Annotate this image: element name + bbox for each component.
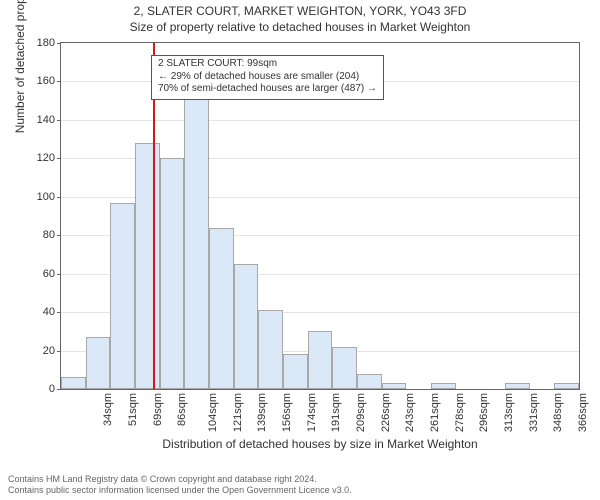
x-tick-label: 261sqm — [429, 393, 441, 432]
y-tick-label: 80 — [43, 229, 55, 241]
annotation-line-2: ← 29% of detached houses are smaller (20… — [158, 71, 377, 84]
bar — [135, 143, 160, 389]
annotation-line-1: 2 SLATER COURT: 99sqm — [158, 58, 377, 71]
bar — [160, 158, 185, 389]
attribution-text: Contains HM Land Registry data © Crown c… — [8, 474, 352, 496]
x-tick-label: 104sqm — [207, 393, 219, 432]
bar — [61, 377, 86, 389]
x-tick-label: 366sqm — [577, 393, 589, 432]
chart-container: 2, SLATER COURT, MARKET WEIGHTON, YORK, … — [0, 0, 600, 500]
x-tick-label: 86sqm — [176, 393, 188, 426]
y-axis-title: Number of detached properties — [13, 0, 27, 133]
bar — [234, 264, 259, 389]
bar — [332, 347, 357, 389]
x-tick-label: 243sqm — [404, 393, 416, 432]
bar — [209, 228, 234, 389]
bar — [283, 354, 308, 389]
x-tick-label: 313sqm — [503, 393, 515, 432]
bar — [110, 203, 135, 389]
plot-area: 2 SLATER COURT: 99sqm ← 29% of detached … — [60, 42, 580, 390]
y-tick-mark — [57, 274, 61, 275]
x-tick-label: 226sqm — [380, 393, 392, 432]
y-tick-label: 0 — [49, 383, 55, 395]
y-tick-label: 60 — [43, 268, 55, 280]
bar — [505, 383, 530, 389]
y-tick-mark — [57, 197, 61, 198]
y-tick-mark — [57, 312, 61, 313]
y-tick-mark — [57, 120, 61, 121]
y-tick-label: 120 — [37, 152, 55, 164]
bar — [308, 331, 333, 389]
x-tick-label: 139sqm — [256, 393, 268, 432]
chart-title: 2, SLATER COURT, MARKET WEIGHTON, YORK, … — [0, 4, 600, 18]
y-tick-label: 180 — [37, 37, 55, 49]
attribution-line-1: Contains HM Land Registry data © Crown c… — [8, 474, 352, 485]
bar — [86, 337, 111, 389]
y-tick-label: 20 — [43, 345, 55, 357]
x-tick-label: 121sqm — [232, 393, 244, 432]
bar — [184, 85, 209, 389]
y-tick-label: 160 — [37, 75, 55, 87]
y-tick-label: 40 — [43, 306, 55, 318]
x-tick-label: 296sqm — [478, 393, 490, 432]
x-tick-label: 209sqm — [355, 393, 367, 432]
bar — [258, 310, 283, 389]
x-tick-label: 331sqm — [528, 393, 540, 432]
bar — [554, 383, 579, 389]
x-tick-label: 278sqm — [454, 393, 466, 432]
x-tick-label: 34sqm — [102, 393, 114, 426]
y-tick-mark — [57, 351, 61, 352]
y-tick-mark — [57, 43, 61, 44]
x-tick-label: 156sqm — [281, 393, 293, 432]
x-tick-label: 51sqm — [127, 393, 139, 426]
y-tick-label: 100 — [37, 191, 55, 203]
chart-subtitle: Size of property relative to detached ho… — [0, 20, 600, 34]
annotation-box: 2 SLATER COURT: 99sqm ← 29% of detached … — [151, 55, 384, 100]
y-tick-mark — [57, 235, 61, 236]
bar — [431, 383, 456, 389]
attribution-line-2: Contains public sector information licen… — [8, 485, 352, 496]
annotation-line-3: 70% of semi-detached houses are larger (… — [158, 83, 377, 96]
y-tick-mark — [57, 389, 61, 390]
y-tick-mark — [57, 158, 61, 159]
y-tick-label: 140 — [37, 114, 55, 126]
x-tick-label: 191sqm — [330, 393, 342, 432]
bar — [357, 374, 382, 389]
y-tick-mark — [57, 81, 61, 82]
x-axis-title: Distribution of detached houses by size … — [61, 437, 579, 451]
x-tick-label: 348sqm — [552, 393, 564, 432]
x-tick-label: 69sqm — [152, 393, 164, 426]
x-tick-label: 174sqm — [306, 393, 318, 432]
bar — [382, 383, 407, 389]
